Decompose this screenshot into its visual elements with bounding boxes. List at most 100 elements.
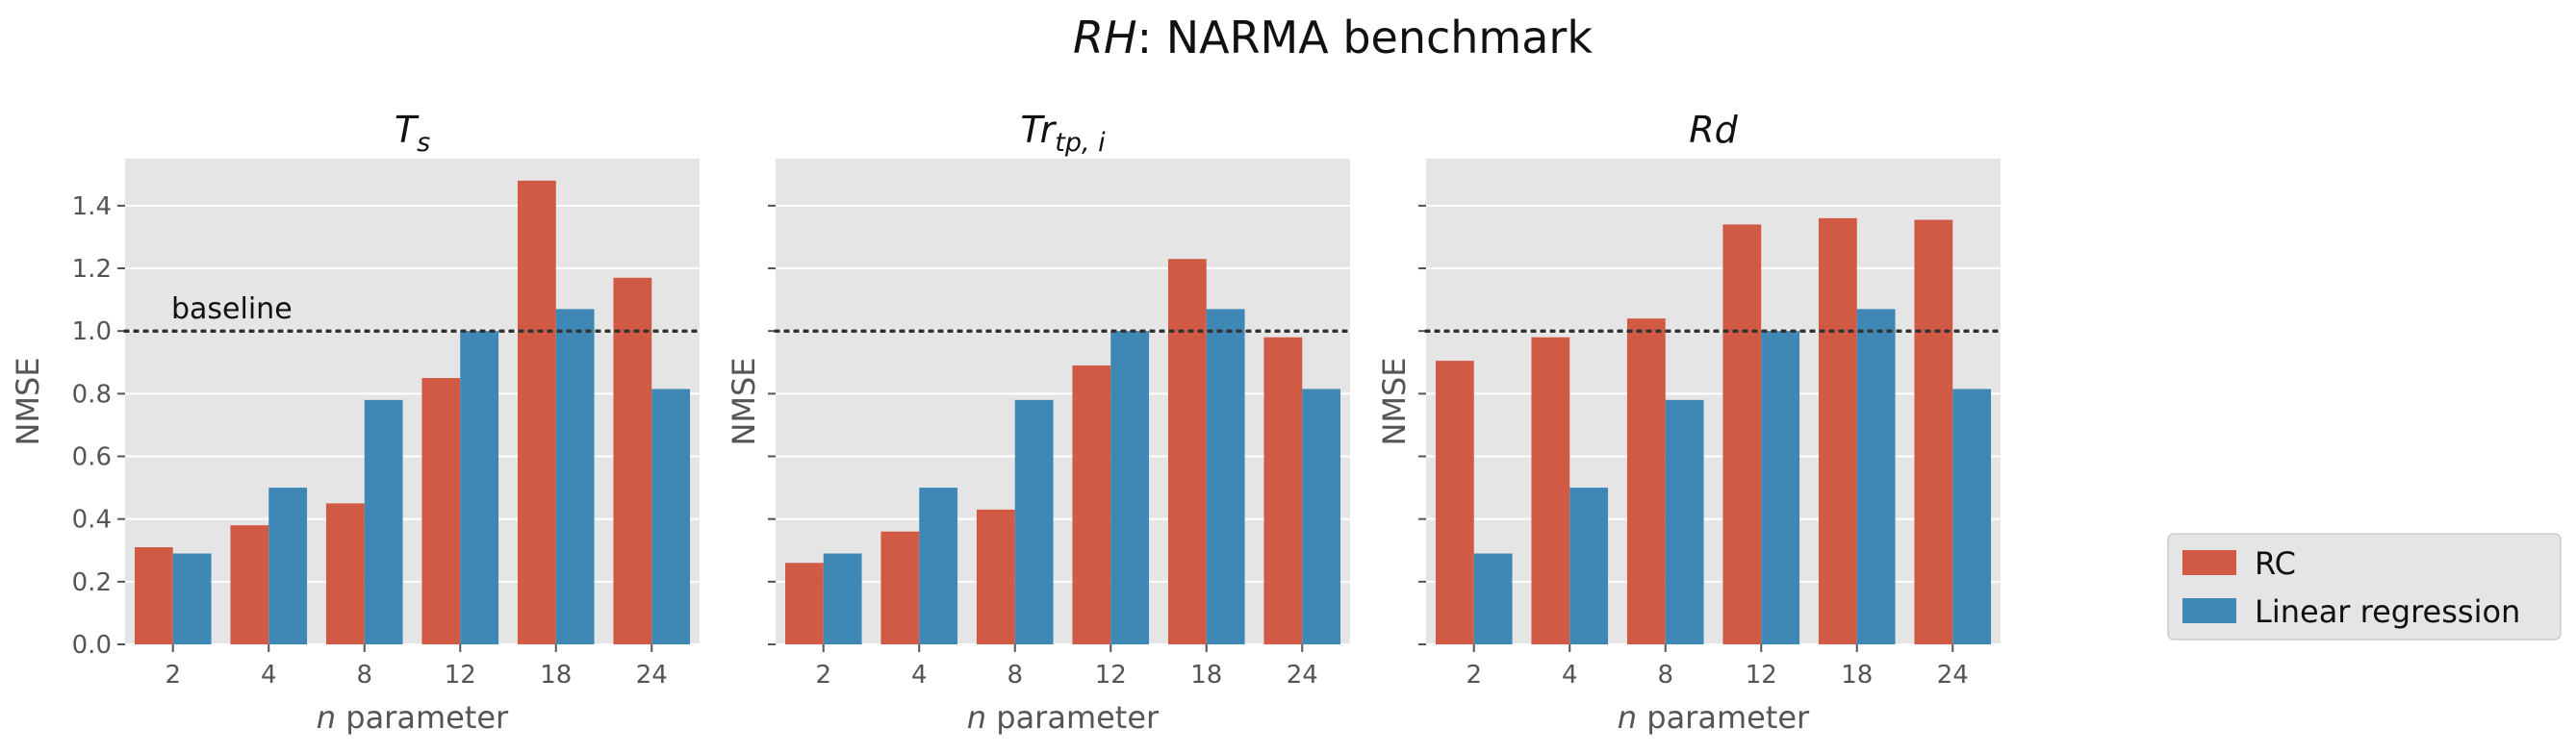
bar-linear-regression-24 bbox=[651, 389, 691, 644]
figure-title-prefix: RH bbox=[1073, 12, 1137, 63]
bar-linear-regression-2 bbox=[823, 553, 862, 644]
bar-rc-24 bbox=[613, 277, 652, 644]
x-tick-label: 8 bbox=[356, 661, 372, 690]
x-axis-label-variable: n bbox=[967, 699, 986, 736]
x-axis-label: n parameter bbox=[317, 699, 509, 736]
bar-rc-18 bbox=[517, 180, 556, 644]
legend-swatch-linear-regression bbox=[2182, 598, 2236, 623]
bar-rc-18 bbox=[1167, 259, 1207, 644]
bar-rc-24 bbox=[1914, 219, 1953, 644]
bar-linear-regression-2 bbox=[1473, 553, 1513, 644]
panel-1: 0.00.20.40.60.81.01.21.42 4 8 12 18 24baselin… bbox=[10, 109, 701, 736]
x-tick-label: 24 bbox=[1287, 661, 1318, 690]
x-axis-label: n parameter bbox=[1618, 699, 1810, 736]
y-tick-label: 0.6 bbox=[72, 443, 112, 472]
x-tick-label: 24 bbox=[1937, 661, 1969, 690]
bar-rc-4 bbox=[230, 525, 269, 644]
x-tick-label: 12 bbox=[1095, 661, 1127, 690]
bar-linear-regression-4 bbox=[268, 488, 308, 644]
panel-title-main: T bbox=[395, 109, 420, 151]
bar-rc-12 bbox=[421, 378, 461, 644]
legend: RC Linear regression bbox=[2167, 533, 2562, 641]
y-axis-label: NMSE bbox=[1376, 357, 1413, 445]
bar-rc-2 bbox=[784, 563, 824, 644]
x-axis-label-rest: parameter bbox=[1637, 699, 1810, 736]
bar-rc-18 bbox=[1818, 217, 1857, 644]
panel-title-main: Rd bbox=[1689, 109, 1738, 151]
bar-rc-2 bbox=[1435, 361, 1474, 644]
y-axis-label: NMSE bbox=[10, 357, 46, 445]
x-tick-label: 12 bbox=[445, 661, 476, 690]
legend-label-rc: RC bbox=[2255, 545, 2296, 582]
x-tick-label: 24 bbox=[636, 661, 668, 690]
panel-title-main: Tr bbox=[1020, 109, 1057, 151]
bar-rc-8 bbox=[1626, 318, 1666, 644]
x-tick-label: 8 bbox=[1007, 661, 1023, 690]
panels: 0.00.20.40.60.81.01.21.42 4 8 12 18 24baselin… bbox=[10, 109, 2002, 736]
x-tick-label: 18 bbox=[540, 661, 572, 690]
panel-background bbox=[1426, 159, 2001, 644]
panel-title: Ts bbox=[395, 109, 430, 158]
bar-linear-regression-18 bbox=[555, 309, 595, 644]
bar-linear-regression-4 bbox=[919, 488, 958, 644]
y-tick-label: 1.0 bbox=[72, 317, 112, 346]
x-tick-label: 4 bbox=[911, 661, 928, 690]
legend-box bbox=[2167, 533, 2562, 641]
bar-linear-regression-2 bbox=[172, 553, 212, 644]
bar-linear-regression-12 bbox=[460, 331, 499, 644]
x-axis-label-rest: parameter bbox=[336, 699, 509, 736]
y-tick-label: 0.0 bbox=[72, 631, 112, 660]
y-tick-label: 0.8 bbox=[72, 380, 112, 409]
bar-linear-regression-12 bbox=[1110, 331, 1150, 644]
x-tick-label: 4 bbox=[1562, 661, 1578, 690]
y-tick-label: 1.2 bbox=[72, 255, 112, 284]
legend-label-linear-regression: Linear regression bbox=[2255, 593, 2520, 630]
bar-rc-4 bbox=[880, 531, 920, 644]
x-tick-label: 18 bbox=[1841, 661, 1873, 690]
y-tick-label: 0.2 bbox=[72, 568, 112, 597]
bar-linear-regression-24 bbox=[1952, 389, 1992, 644]
y-tick-label: 1.4 bbox=[72, 192, 112, 221]
panel-background bbox=[125, 159, 700, 644]
bar-rc-8 bbox=[976, 509, 1015, 644]
x-axis-label: n parameter bbox=[967, 699, 1160, 736]
x-axis-label-variable: n bbox=[317, 699, 336, 736]
bar-linear-regression-18 bbox=[1856, 309, 1896, 644]
baseline-label: baseline bbox=[171, 292, 293, 326]
bar-linear-regression-24 bbox=[1302, 389, 1341, 644]
x-tick-label: 4 bbox=[261, 661, 277, 690]
x-tick-label: 2 bbox=[1466, 661, 1482, 690]
bar-rc-12 bbox=[1072, 365, 1111, 644]
bar-linear-regression-8 bbox=[1665, 399, 1704, 644]
panel-title: Trtp, i bbox=[1020, 109, 1106, 158]
bar-rc-4 bbox=[1531, 337, 1570, 644]
figure-title-suffix: : NARMA benchmark bbox=[1137, 12, 1594, 63]
figure-title: RH: NARMA benchmark bbox=[1073, 12, 1593, 63]
x-tick-label: 18 bbox=[1190, 661, 1222, 690]
bar-rc-24 bbox=[1263, 337, 1303, 644]
bar-linear-regression-18 bbox=[1206, 309, 1245, 644]
bar-linear-regression-4 bbox=[1569, 488, 1609, 644]
y-tick-label: 0.4 bbox=[72, 506, 112, 535]
x-axis-label-variable: n bbox=[1618, 699, 1637, 736]
panel-title: Rd bbox=[1689, 109, 1738, 151]
panel-background bbox=[776, 159, 1350, 644]
x-tick-label: 2 bbox=[815, 661, 831, 690]
panel-title-subscript: tp, i bbox=[1055, 128, 1106, 158]
y-axis-label: NMSE bbox=[726, 357, 762, 445]
x-tick-label: 12 bbox=[1746, 661, 1777, 690]
x-tick-label: 8 bbox=[1657, 661, 1673, 690]
bar-linear-regression-8 bbox=[364, 399, 403, 644]
panel-title-subscript: s bbox=[417, 128, 430, 158]
x-tick-label: 2 bbox=[165, 661, 181, 690]
legend-swatch-rc bbox=[2182, 550, 2236, 575]
x-axis-label-rest: parameter bbox=[986, 699, 1160, 736]
bar-rc-2 bbox=[134, 547, 173, 644]
bar-rc-8 bbox=[325, 503, 365, 644]
bar-linear-regression-8 bbox=[1014, 399, 1054, 644]
bar-rc-12 bbox=[1722, 224, 1762, 644]
bar-linear-regression-12 bbox=[1761, 331, 1800, 644]
